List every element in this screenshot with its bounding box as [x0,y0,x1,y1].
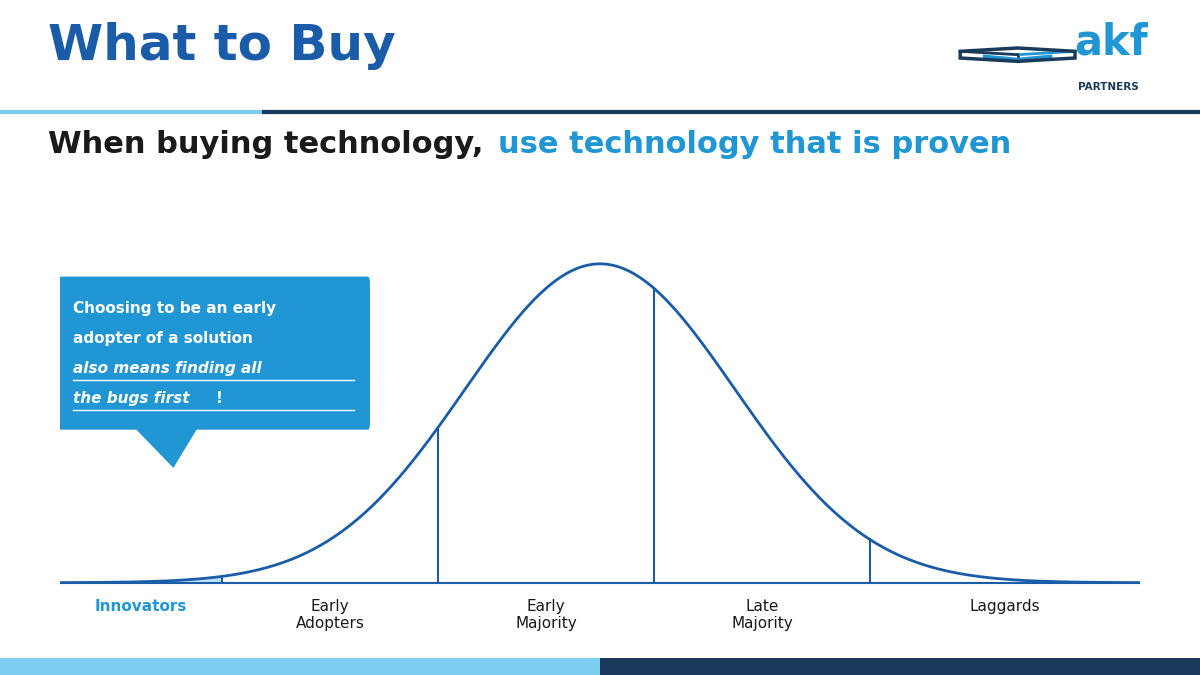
Text: !: ! [216,392,222,406]
Bar [600,658,1200,675]
Text: Laggards: Laggards [970,599,1040,614]
Text: adopter of a solution: adopter of a solution [73,331,253,346]
Text: Innovators: Innovators [95,599,187,614]
FancyBboxPatch shape [58,277,370,430]
Text: When buying technology,: When buying technology, [48,130,494,159]
Bar [0,658,600,675]
Polygon shape [130,423,200,468]
Text: also means finding all: also means finding all [73,361,262,376]
Text: the bugs first: the bugs first [73,392,190,406]
Text: Choosing to be an early: Choosing to be an early [73,300,276,315]
Text: akf: akf [1074,22,1147,63]
Text: Late
Majority: Late Majority [731,599,793,631]
Text: What to Buy: What to Buy [48,22,396,70]
Text: Early
Majority: Early Majority [515,599,577,631]
Text: use technology that is proven: use technology that is proven [498,130,1012,159]
Text: PARTNERS: PARTNERS [1078,82,1139,92]
Text: Early
Adopters: Early Adopters [295,599,365,631]
